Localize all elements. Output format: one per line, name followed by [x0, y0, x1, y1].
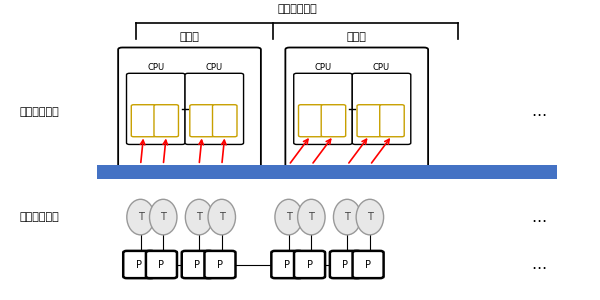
Text: C: C [221, 116, 229, 126]
Text: C: C [365, 116, 373, 126]
FancyBboxPatch shape [127, 73, 185, 145]
Ellipse shape [208, 199, 235, 235]
FancyBboxPatch shape [123, 251, 154, 278]
Text: P: P [136, 260, 142, 269]
Text: T: T [344, 212, 350, 222]
Text: T: T [308, 212, 314, 222]
Text: ノード: ノード [179, 32, 199, 42]
Text: …: … [532, 210, 547, 225]
FancyBboxPatch shape [212, 105, 237, 137]
FancyBboxPatch shape [118, 47, 261, 170]
Text: T: T [196, 212, 202, 222]
Text: T: T [160, 212, 166, 222]
Text: …: … [532, 257, 547, 272]
Text: C: C [140, 116, 147, 126]
Text: C: C [307, 116, 314, 126]
FancyBboxPatch shape [299, 105, 323, 137]
Text: P: P [284, 260, 290, 269]
Ellipse shape [334, 199, 361, 235]
Text: P: P [158, 260, 164, 269]
FancyBboxPatch shape [190, 105, 214, 137]
Text: ハードウェア: ハードウェア [19, 107, 59, 117]
Text: CPU: CPU [373, 63, 390, 72]
FancyBboxPatch shape [294, 251, 325, 278]
FancyBboxPatch shape [357, 105, 382, 137]
FancyBboxPatch shape [205, 251, 235, 278]
Text: P: P [217, 260, 223, 269]
Text: ノード: ノード [347, 32, 367, 42]
Text: T: T [367, 212, 373, 222]
FancyBboxPatch shape [286, 47, 428, 170]
Text: …: … [532, 104, 547, 119]
Text: ソフトウェア: ソフトウェア [19, 212, 59, 222]
FancyBboxPatch shape [330, 251, 361, 278]
FancyBboxPatch shape [352, 73, 411, 145]
Ellipse shape [275, 199, 302, 235]
Ellipse shape [149, 199, 177, 235]
Text: T: T [219, 212, 225, 222]
Text: C: C [163, 116, 170, 126]
Ellipse shape [298, 199, 325, 235]
Ellipse shape [185, 199, 213, 235]
Text: C: C [388, 116, 395, 126]
Text: T: T [286, 212, 292, 222]
Text: CPU: CPU [206, 63, 223, 72]
FancyBboxPatch shape [353, 251, 383, 278]
FancyBboxPatch shape [154, 105, 178, 137]
Text: C: C [199, 116, 206, 126]
FancyBboxPatch shape [271, 251, 302, 278]
FancyBboxPatch shape [185, 73, 244, 145]
Text: T: T [137, 212, 143, 222]
Text: C: C [330, 116, 337, 126]
Text: P: P [307, 260, 313, 269]
FancyBboxPatch shape [131, 105, 156, 137]
FancyBboxPatch shape [321, 105, 346, 137]
Text: P: P [343, 260, 349, 269]
Bar [97, 165, 557, 178]
FancyBboxPatch shape [146, 251, 177, 278]
Text: CPU: CPU [147, 63, 164, 72]
Text: CPU: CPU [314, 63, 332, 72]
FancyBboxPatch shape [380, 105, 404, 137]
Text: ネットワーク: ネットワーク [277, 4, 317, 14]
Text: P: P [194, 260, 200, 269]
Ellipse shape [127, 199, 154, 235]
FancyBboxPatch shape [294, 73, 352, 145]
FancyBboxPatch shape [182, 251, 213, 278]
Text: P: P [365, 260, 371, 269]
Ellipse shape [356, 199, 383, 235]
